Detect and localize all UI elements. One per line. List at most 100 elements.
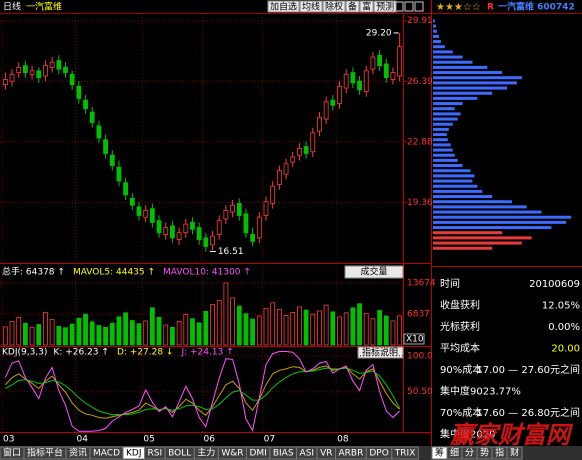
chip-bar — [433, 65, 488, 69]
candle-body — [123, 182, 129, 196]
chip-bar — [433, 96, 478, 100]
icon[interactable] — [414, 1, 424, 12]
tab-label[interactable]: VR — [320, 449, 332, 459]
candle-body — [370, 56, 376, 70]
volume-bar — [89, 321, 95, 346]
toolbar-button[interactable]: 均线 — [302, 1, 320, 13]
icon[interactable] — [404, 1, 414, 12]
candle-body — [297, 147, 302, 156]
button-bg[interactable] — [299, 0, 323, 13]
chip-bar — [433, 220, 567, 224]
chip-bar — [433, 148, 453, 152]
chip-bar — [433, 60, 473, 64]
button-bg[interactable] — [357, 346, 404, 359]
candle-body — [149, 208, 155, 223]
stars: ★★★☆☆ — [436, 2, 481, 13]
candle-body — [9, 73, 15, 82]
info-label: 平均成本 — [440, 342, 480, 355]
toolbar-button[interactable]: 备 — [348, 1, 357, 13]
tab-label[interactable]: 势 — [480, 447, 489, 459]
volume-bar — [36, 324, 42, 346]
candle-body — [390, 72, 396, 80]
volume-bar — [83, 313, 88, 346]
button-bg[interactable] — [267, 0, 300, 13]
button-bg[interactable] — [322, 0, 346, 13]
tab-label[interactable]: 指标平台 — [27, 447, 63, 459]
volume-bar — [56, 326, 62, 346]
info-value: 17.60 — 26.80元之间 — [476, 406, 580, 419]
indicator-help[interactable]: 指标说明 — [362, 346, 398, 358]
button-bg[interactable] — [359, 0, 374, 13]
chip-bar — [433, 169, 471, 173]
volume-bar — [170, 326, 175, 346]
chip-bar — [433, 24, 436, 28]
tab-label[interactable]: 资讯 — [69, 448, 87, 459]
y-tick-label: 26.39 — [407, 77, 433, 87]
tab-label[interactable]: BOLL — [168, 449, 191, 459]
tab-label[interactable]: ASI — [300, 449, 315, 459]
kdj-line — [4, 365, 401, 419]
chip-bar — [433, 117, 458, 121]
y-tick-label: 13674 — [407, 279, 436, 289]
candle-body — [243, 213, 249, 234]
tab[interactable] — [506, 446, 523, 460]
candle-body — [203, 237, 209, 247]
toolbar-button[interactable]: 预测 — [376, 2, 394, 13]
candle-body — [69, 73, 75, 86]
candle-body — [330, 99, 336, 106]
volume-bar — [357, 303, 362, 346]
volume-bar — [29, 326, 35, 346]
tab-label[interactable]: 分 — [465, 448, 474, 459]
volume-bar — [22, 322, 28, 346]
tab-label[interactable]: 细 — [450, 447, 459, 459]
button-bg[interactable] — [345, 0, 360, 13]
chip-bar — [433, 19, 435, 23]
y-tick-label: 22.88 — [407, 137, 433, 147]
tab-label[interactable]: BIAS — [273, 449, 294, 459]
selector-box[interactable] — [344, 265, 404, 279]
tab-label[interactable]: KDJ — [126, 449, 142, 459]
tab[interactable] — [391, 446, 419, 460]
candle-body — [143, 209, 149, 218]
tab-label[interactable]: 筹 — [435, 447, 444, 459]
volume-bar — [363, 313, 369, 346]
candle-body — [83, 99, 88, 110]
tab-label[interactable]: DPO — [369, 449, 388, 459]
tab-label[interactable]: 主力 — [197, 447, 215, 459]
info-value: 0.00% — [548, 322, 580, 333]
volume-bar — [297, 306, 302, 346]
candle-body — [223, 209, 229, 220]
tab-label[interactable]: 指 — [495, 447, 504, 459]
tab-label[interactable]: 窗口 — [3, 447, 21, 459]
volume-bar — [303, 309, 309, 346]
tab-label[interactable]: RSI — [148, 449, 163, 459]
volume-bar — [270, 302, 276, 346]
volume-bar — [43, 311, 48, 346]
toolbar-button[interactable]: 加自选 — [270, 1, 297, 13]
volume-bar — [143, 320, 149, 346]
tab-label[interactable]: MACD — [93, 449, 120, 459]
candle-body — [323, 101, 329, 120]
candle-body — [89, 111, 95, 123]
chip-bar — [433, 236, 532, 240]
tab-label[interactable]: DMI — [249, 449, 266, 459]
kdj-line — [4, 351, 401, 432]
candle-body — [357, 80, 362, 91]
candle-body — [283, 163, 289, 175]
tab-label[interactable]: 财 — [510, 447, 519, 459]
toolbar-button[interactable]: 除权 — [325, 1, 343, 13]
tab-label[interactable]: W&R — [221, 449, 243, 459]
volume-bar — [149, 307, 155, 346]
selector-label[interactable]: 成交量 — [360, 266, 387, 278]
chip-bar — [433, 153, 455, 157]
volume-bar — [216, 300, 222, 346]
toolbar-button[interactable]: 富 — [362, 1, 371, 13]
candle-body — [2, 79, 8, 86]
tab-label[interactable]: TRIX — [394, 449, 416, 459]
candle-body — [350, 72, 356, 84]
button-bg[interactable] — [373, 0, 397, 13]
candle-body — [96, 125, 102, 139]
volume-bar — [49, 319, 55, 346]
candle-body — [16, 66, 22, 73]
tab-label[interactable]: ARBR — [339, 449, 364, 459]
